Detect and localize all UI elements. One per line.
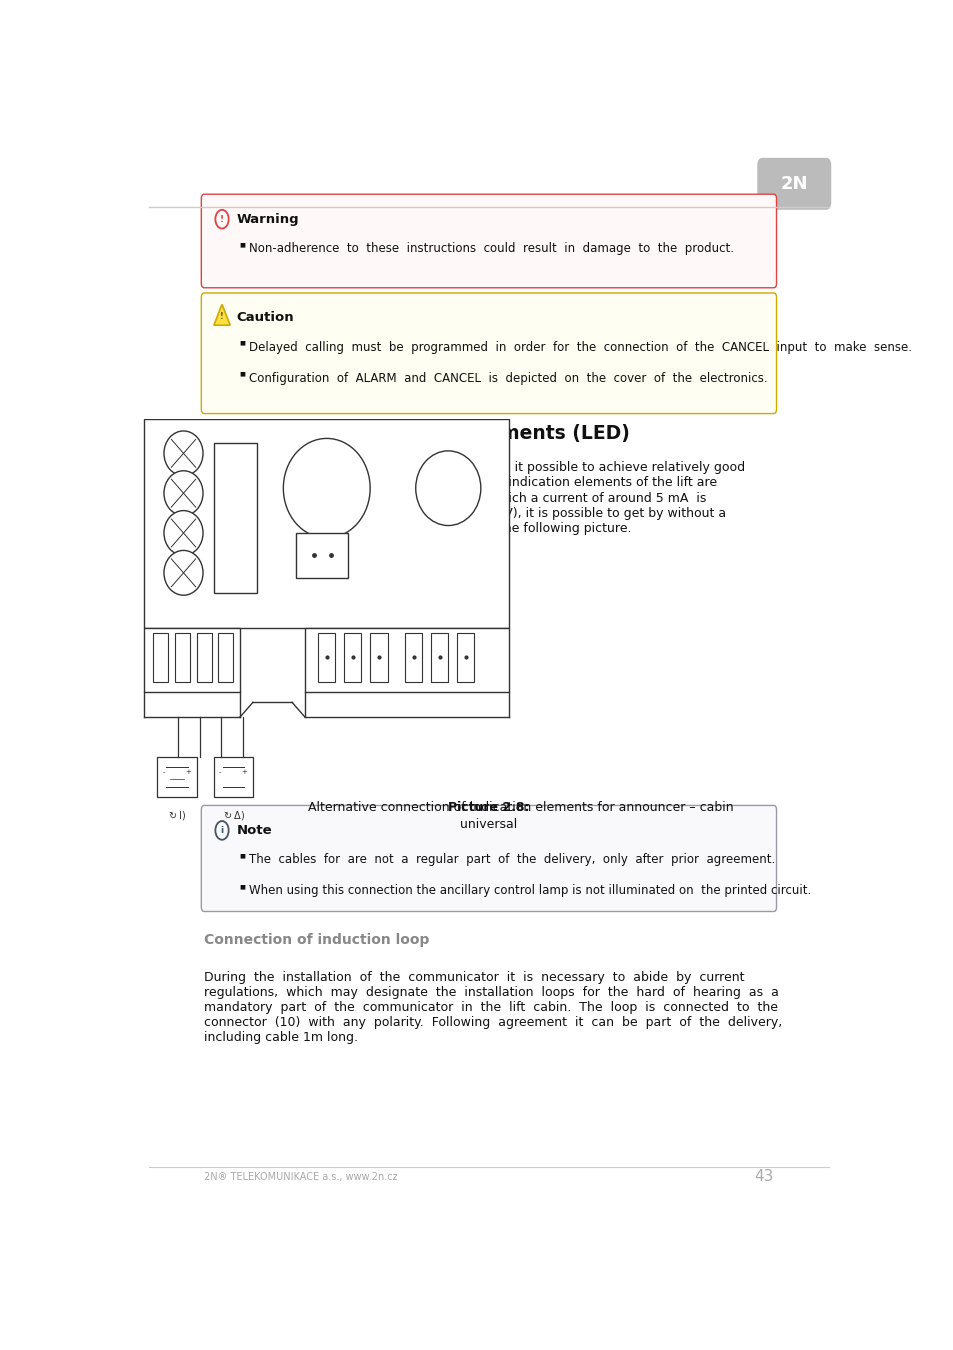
Text: regulations,  which  may  designate  the  installation  loops  for  the  hard  o: regulations, which may designate the ins…: [204, 986, 779, 999]
Text: sufficient (with a drop on the diode of around 2 V), it is possible to get by wi: sufficient (with a drop on the diode of …: [204, 506, 725, 520]
Text: mandatory  part  of  the  communicator  in  the  lift  cabin.  The  loop  is  co: mandatory part of the communicator in th…: [204, 1000, 778, 1014]
Circle shape: [164, 471, 203, 516]
Bar: [456, 633, 474, 682]
Text: ■: ■: [239, 242, 245, 247]
Text: ■: ■: [239, 884, 245, 890]
Bar: [196, 633, 212, 682]
FancyBboxPatch shape: [201, 806, 776, 911]
Text: universal: universal: [459, 818, 517, 830]
Circle shape: [283, 439, 370, 539]
Bar: [404, 633, 422, 682]
Text: During  the  installation  of  the  communicator  it  is  necessary  to  abide  : During the installation of the communica…: [204, 971, 744, 984]
Circle shape: [164, 431, 203, 475]
Text: $\circlearrowright$Δ): $\circlearrowright$Δ): [221, 809, 245, 822]
Text: illuminated by a sufficiently powerful LED for which a current of around 5 mA  i: illuminated by a sufficiently powerful L…: [204, 491, 706, 505]
Text: Configuration  of  ALARM  and  CANCEL  is  depicted  on  the  cover  of  the  el: Configuration of ALARM and CANCEL is dep…: [249, 371, 766, 385]
Text: When using this connection the ancillary control lamp is not illuminated on  the: When using this connection the ancillary…: [249, 884, 810, 896]
Text: ■: ■: [239, 853, 245, 859]
Circle shape: [416, 451, 480, 525]
Bar: [174, 633, 190, 682]
Circle shape: [164, 510, 203, 555]
Text: !: !: [220, 215, 224, 224]
Text: Connection of induction loop: Connection of induction loop: [204, 933, 429, 948]
Text: including cable 1m long.: including cable 1m long.: [204, 1031, 358, 1044]
Circle shape: [164, 551, 203, 595]
Text: 2N: 2N: [780, 176, 807, 193]
Polygon shape: [305, 628, 509, 693]
Polygon shape: [144, 628, 240, 693]
Bar: [370, 633, 387, 682]
FancyBboxPatch shape: [757, 158, 830, 209]
Text: +: +: [241, 769, 247, 775]
Text: Delayed  calling  must  be  programmed  in  order  for  the  connection  of  the: Delayed calling must be programmed in or…: [249, 340, 911, 354]
Text: -: -: [219, 769, 221, 775]
Text: Alternative connection of indication elements for announcer – cabin: Alternative connection of indication ele…: [244, 802, 733, 814]
Bar: [296, 533, 348, 578]
Text: The  cables  for  are  not  a  regular  part  of  the  delivery,  only  after  p: The cables for are not a regular part of…: [249, 853, 774, 867]
Text: -: -: [163, 769, 165, 775]
FancyBboxPatch shape: [201, 194, 776, 288]
FancyBboxPatch shape: [201, 293, 776, 413]
Bar: [218, 633, 233, 682]
Text: Non-adherence  to  these  instructions  could  result  in  damage  to  the  prod: Non-adherence to these instructions coul…: [249, 242, 733, 255]
Bar: [157, 757, 196, 796]
Text: The current technology of LED production makes it possible to achieve relatively: The current technology of LED production…: [204, 462, 744, 474]
Text: Connection of indication elements (LED): Connection of indication elements (LED): [204, 424, 630, 443]
Bar: [317, 633, 335, 682]
Text: source. In this case connection corresponds to the following picture.: source. In this case connection correspo…: [204, 521, 631, 535]
Text: Caution: Caution: [236, 312, 294, 324]
Text: +: +: [185, 769, 191, 775]
Bar: [344, 633, 361, 682]
Polygon shape: [213, 304, 230, 325]
Text: 2N® TELEKOMUNIKACE a.s., www.2n.cz: 2N® TELEKOMUNIKACE a.s., www.2n.cz: [204, 1172, 397, 1181]
Text: Note: Note: [236, 824, 273, 837]
Bar: [213, 757, 253, 796]
Text: $\circlearrowright$I): $\circlearrowright$I): [167, 809, 187, 822]
Text: ■: ■: [239, 371, 245, 377]
Text: connector  (10)  with  any  polarity.  Following  agreement  it  can  be  part  : connector (10) with any polarity. Follow…: [204, 1017, 781, 1029]
Text: !: !: [220, 312, 224, 321]
Text: light intensity with a small current. Because the indication elements of the lif: light intensity with a small current. Be…: [204, 477, 717, 490]
Bar: [152, 633, 168, 682]
Bar: [431, 633, 448, 682]
Text: i: i: [220, 826, 223, 834]
Text: 43: 43: [754, 1169, 773, 1184]
Text: ■: ■: [239, 340, 245, 346]
Text: Warning: Warning: [236, 213, 299, 225]
Polygon shape: [144, 418, 509, 628]
Bar: [213, 443, 257, 593]
Text: Picture 2.8:: Picture 2.8:: [448, 802, 529, 814]
